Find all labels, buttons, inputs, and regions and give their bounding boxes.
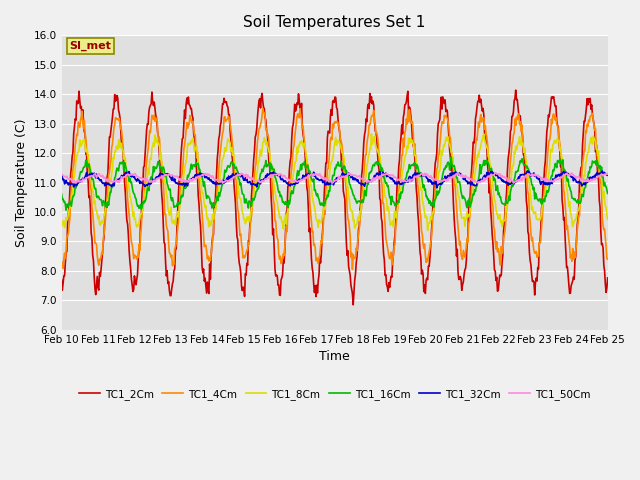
Line: TC1_32Cm: TC1_32Cm — [61, 171, 607, 188]
X-axis label: Time: Time — [319, 350, 350, 363]
TC1_2Cm — [604, 275, 611, 281]
Line: TC1_8Cm: TC1_8Cm — [61, 134, 607, 230]
Legend: TC1_2Cm, TC1_4Cm, TC1_8Cm, TC1_16Cm, TC1_32Cm, TC1_50Cm: TC1_2Cm, TC1_4Cm, TC1_8Cm, TC1_16Cm, TC1… — [75, 385, 595, 404]
TC1_4Cm — [208, 243, 216, 249]
TC1_16Cm — [209, 202, 216, 207]
TC1_32Cm — [401, 179, 409, 185]
TC1_2Cm — [418, 271, 426, 277]
TC1_4Cm — [419, 231, 426, 237]
TC1_4Cm — [349, 266, 356, 272]
Title: Soil Temperatures Set 1: Soil Temperatures Set 1 — [243, 15, 426, 30]
TC1_2Cm — [402, 101, 410, 107]
TC1_32Cm — [524, 168, 532, 174]
TC1_50Cm — [124, 171, 131, 177]
TC1_4Cm — [58, 263, 65, 269]
TC1_50Cm — [58, 171, 65, 177]
Line: TC1_50Cm: TC1_50Cm — [61, 173, 607, 183]
TC1_8Cm — [208, 218, 216, 224]
TC1_16Cm — [180, 184, 188, 190]
TC1_32Cm — [433, 185, 440, 191]
TC1_50Cm — [604, 171, 611, 177]
TC1_2Cm — [512, 87, 520, 93]
TC1_16Cm — [604, 191, 611, 196]
TC1_16Cm — [402, 176, 410, 181]
TC1_2Cm — [124, 221, 131, 227]
Line: TC1_16Cm: TC1_16Cm — [61, 157, 607, 210]
TC1_32Cm — [179, 181, 187, 187]
TC1_8Cm — [367, 131, 375, 137]
Line: TC1_2Cm: TC1_2Cm — [61, 90, 607, 305]
TC1_16Cm — [62, 207, 70, 213]
Y-axis label: Soil Temperature (C): Soil Temperature (C) — [15, 118, 28, 247]
TC1_16Cm — [418, 173, 426, 179]
TC1_2Cm — [208, 241, 216, 247]
TC1_32Cm — [68, 181, 76, 187]
TC1_32Cm — [417, 171, 424, 177]
TC1_32Cm — [604, 172, 611, 178]
TC1_2Cm — [179, 135, 187, 141]
TC1_16Cm — [125, 171, 132, 177]
TC1_50Cm — [418, 171, 426, 177]
TC1_16Cm — [68, 197, 76, 203]
TC1_4Cm — [296, 106, 304, 111]
TC1_16Cm — [447, 154, 455, 160]
TC1_8Cm — [402, 152, 410, 157]
TC1_8Cm — [179, 178, 187, 183]
TC1_50Cm — [68, 177, 76, 183]
TC1_4Cm — [68, 190, 76, 196]
TC1_4Cm — [403, 116, 410, 122]
TC1_4Cm — [604, 256, 611, 262]
TC1_32Cm — [208, 179, 216, 184]
TC1_50Cm — [328, 180, 336, 186]
TC1_50Cm — [402, 179, 410, 184]
TC1_50Cm — [492, 170, 499, 176]
TC1_8Cm — [124, 170, 131, 176]
TC1_50Cm — [179, 179, 187, 184]
TC1_8Cm — [68, 197, 76, 203]
TC1_2Cm — [58, 277, 65, 283]
TC1_4Cm — [179, 161, 187, 167]
TC1_2Cm — [349, 302, 357, 308]
TC1_8Cm — [418, 185, 426, 191]
TC1_16Cm — [58, 191, 65, 197]
TC1_32Cm — [124, 173, 131, 179]
TC1_4Cm — [124, 197, 131, 203]
TC1_32Cm — [58, 172, 65, 178]
TC1_8Cm — [424, 228, 431, 233]
Text: SI_met: SI_met — [70, 41, 111, 51]
TC1_2Cm — [68, 164, 76, 170]
Line: TC1_4Cm: TC1_4Cm — [61, 108, 607, 269]
TC1_8Cm — [58, 223, 65, 229]
TC1_50Cm — [208, 175, 216, 180]
TC1_8Cm — [604, 216, 611, 222]
